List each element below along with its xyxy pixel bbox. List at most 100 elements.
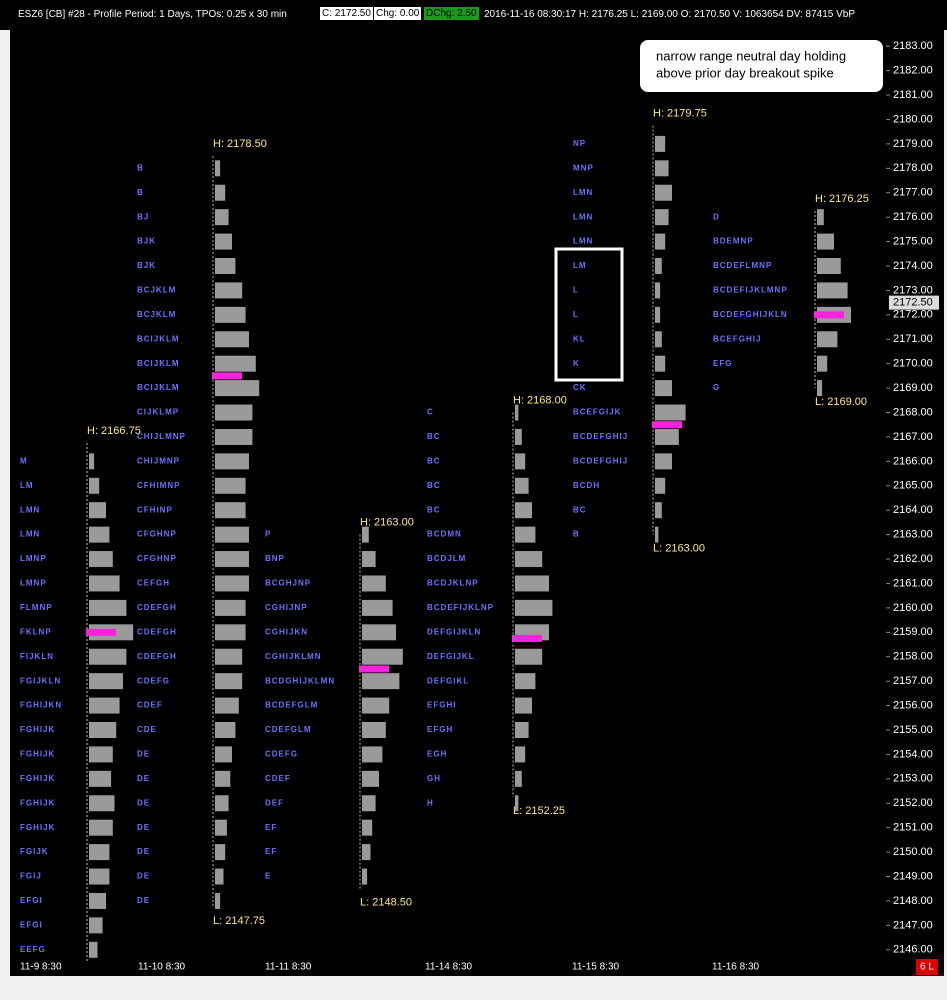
volume-bar: [89, 599, 127, 616]
y-tick-label: 2174.00: [893, 260, 933, 272]
volume-bar: [515, 404, 519, 421]
volume-bar: [362, 770, 379, 787]
tpo-row: BCDEFGHIJKLN: [713, 310, 788, 319]
volume-bar: [817, 282, 848, 299]
volume-bar: [515, 673, 536, 690]
close-box: C: 2172.50: [320, 7, 373, 20]
tpo-row: BNP: [265, 554, 285, 563]
y-tick-label: 2180.00: [893, 113, 933, 125]
volume-bar: [655, 184, 672, 201]
volume-bar: [215, 673, 243, 690]
tpo-row: L: [573, 310, 579, 319]
tpo-row: FGHIJK: [20, 750, 55, 759]
y-tick-label: 2169.00: [893, 382, 933, 394]
y-tick-label: 2173.00: [893, 284, 933, 296]
tpo-row: BDEMNP: [713, 237, 754, 246]
y-tick-label: 2176.00: [893, 211, 933, 223]
tpo-row: EFG: [713, 359, 732, 368]
tpo-row: CDEFGH: [137, 627, 177, 636]
tpo-row: BC: [427, 456, 441, 465]
y-tick-label: 2172.00: [893, 309, 933, 321]
y-tick-label: 2163.00: [893, 529, 933, 541]
volume-bar: [215, 184, 226, 201]
tpo-row: FGHIJK: [20, 725, 55, 734]
volume-bar: [655, 404, 686, 421]
volume-bar: [89, 502, 106, 519]
volume-bar: [515, 770, 522, 787]
high-label: H: 2168.00: [513, 394, 567, 406]
tpo-row: LM: [573, 261, 587, 270]
volume-bar: [655, 453, 672, 470]
y-tick-label: 2151.00: [893, 822, 933, 834]
date-label: 11-10 8:30: [138, 962, 186, 973]
annotation-box: [640, 40, 883, 92]
poc-bar: [212, 372, 242, 380]
volume-bar: [655, 477, 666, 494]
tpo-row: LMNP: [20, 579, 47, 588]
tpo-row: BCEFGIJK: [573, 408, 621, 417]
y-tick-label: 2178.00: [893, 162, 933, 174]
tpo-row: FGHIJK: [20, 798, 55, 807]
y-tick-label: 2181.00: [893, 89, 933, 101]
volume-bar: [362, 746, 383, 763]
volume-bar: [362, 624, 396, 641]
y-tick-label: 2160.00: [893, 602, 933, 614]
tpo-row: CDEFGH: [137, 603, 177, 612]
tpo-row: EFGH: [427, 725, 453, 734]
volume-bar: [215, 868, 224, 885]
tpo-row: FKLNP: [20, 627, 52, 636]
tpo-row: BCJKLM: [137, 310, 176, 319]
price-axis: [886, 30, 944, 958]
tpo-row: BCDEFGHIJ: [573, 456, 628, 465]
tpo-row: M: [20, 456, 28, 465]
volume-bar: [515, 502, 532, 519]
volume-bar: [89, 868, 110, 885]
tpo-row: BCDEFLMNP: [713, 261, 772, 270]
tpo-row: BJK: [137, 261, 156, 270]
high-label: H: 2166.75: [87, 425, 141, 437]
volume-bar: [655, 160, 669, 177]
tpo-row: FIJKLN: [20, 652, 54, 661]
volume-bar: [515, 575, 549, 592]
y-tick-label: 2158.00: [893, 651, 933, 663]
volume-bar: [655, 355, 666, 372]
volume-bar: [215, 502, 246, 519]
tpo-row: LMN: [573, 188, 593, 197]
tpo-row: BJ: [137, 212, 149, 221]
tpo-row: CFGHNP: [137, 554, 177, 563]
y-tick-label: 2148.00: [893, 895, 933, 907]
low-label: L: 2147.75: [213, 915, 265, 927]
volume-bar: [89, 477, 100, 494]
y-tick-label: 2150.00: [893, 846, 933, 858]
date-axis: [10, 958, 944, 976]
volume-bar: [515, 648, 543, 665]
volume-bar: [215, 746, 232, 763]
y-tick-label: 2171.00: [893, 333, 933, 345]
tpo-row: FGHIJKN: [20, 701, 62, 710]
tpo-row: DE: [137, 798, 150, 807]
volume-bar: [215, 722, 236, 738]
tpo-row: CDEFGLM: [265, 725, 312, 734]
tpo-row: CK: [573, 383, 587, 392]
tpo-row: FGHIJK: [20, 823, 55, 832]
tpo-row: CFHIMNP: [137, 481, 180, 490]
tpo-row: BJK: [137, 237, 156, 246]
volume-bar: [515, 599, 553, 616]
tpo-row: H: [427, 798, 434, 807]
volume-bar: [362, 575, 386, 592]
low-label: L: 2152.25: [513, 805, 565, 817]
tpo-row: DE: [137, 896, 150, 905]
y-tick-label: 2153.00: [893, 773, 933, 785]
high-label: H: 2178.50: [213, 138, 267, 150]
volume-bar: [215, 648, 243, 665]
tpo-row: BC: [427, 432, 441, 441]
y-tick-label: 2157.00: [893, 675, 933, 687]
y-tick-label: 2152.00: [893, 797, 933, 809]
tpo-row: CDEFG: [265, 750, 298, 759]
volume-bar: [655, 135, 666, 152]
tpo-row: BCDEFGHIJ: [573, 432, 628, 441]
y-tick-label: 2165.00: [893, 480, 933, 492]
volume-bar: [655, 331, 662, 348]
tpo-row: CDEF: [137, 701, 163, 710]
